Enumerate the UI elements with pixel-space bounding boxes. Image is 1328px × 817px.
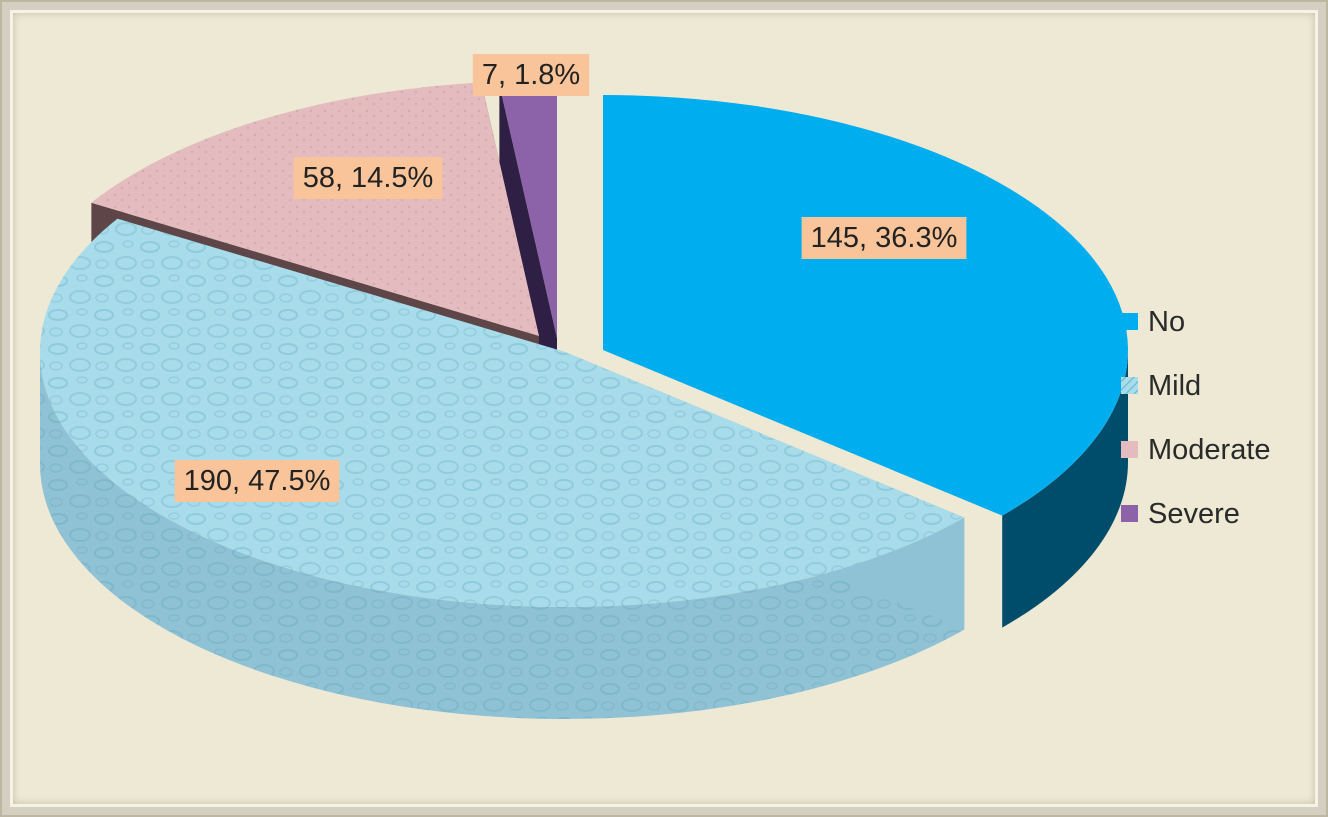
slice-top-texture-moderate — [91, 82, 539, 337]
slice-top-texture-mild — [40, 218, 965, 607]
legend-swatch — [1121, 377, 1138, 394]
slice-side-texture-mild — [40, 352, 965, 719]
data-label-text: 190, 47.5% — [184, 465, 331, 497]
legend: No Mild Moderate Severe — [1121, 306, 1271, 530]
legend-label: Mild — [1148, 370, 1201, 402]
data-label-severe: 7, 1.8% — [472, 54, 590, 96]
data-label-moderate: 58, 14.5% — [293, 157, 443, 199]
legend-item-no: No — [1121, 306, 1185, 338]
legend-item-moderate: Moderate — [1121, 434, 1271, 466]
slice-top-no — [603, 95, 1129, 516]
data-label-box — [174, 460, 340, 502]
pie-slices — [40, 82, 1129, 719]
legend-label: Severe — [1148, 498, 1240, 530]
data-label-no: 145, 36.3% — [801, 217, 967, 259]
legend-swatch — [1121, 313, 1138, 330]
legend-item-severe: Severe — [1121, 498, 1240, 530]
data-label-box — [472, 54, 590, 96]
data-label-box — [293, 157, 443, 199]
slice-side-no — [1002, 350, 1128, 628]
legend-swatch — [1121, 505, 1138, 522]
legend-item-mild: Mild — [1121, 370, 1201, 402]
data-label-box — [801, 217, 967, 259]
data-labels: 145, 36.3% 190, 47.5% 58, 14.5% 7, 1.8% — [174, 54, 967, 502]
legend-label: No — [1148, 306, 1185, 338]
legend-label: Moderate — [1148, 434, 1271, 466]
data-label-text: 58, 14.5% — [303, 162, 434, 194]
data-label-text: 7, 1.8% — [482, 59, 580, 91]
data-label-mild: 190, 47.5% — [174, 460, 340, 502]
slice-mild — [40, 218, 965, 719]
slice-top-severe — [499, 83, 557, 338]
slice-no — [603, 95, 1129, 628]
legend-swatch — [1121, 441, 1138, 458]
data-label-text: 145, 36.3% — [811, 222, 958, 254]
